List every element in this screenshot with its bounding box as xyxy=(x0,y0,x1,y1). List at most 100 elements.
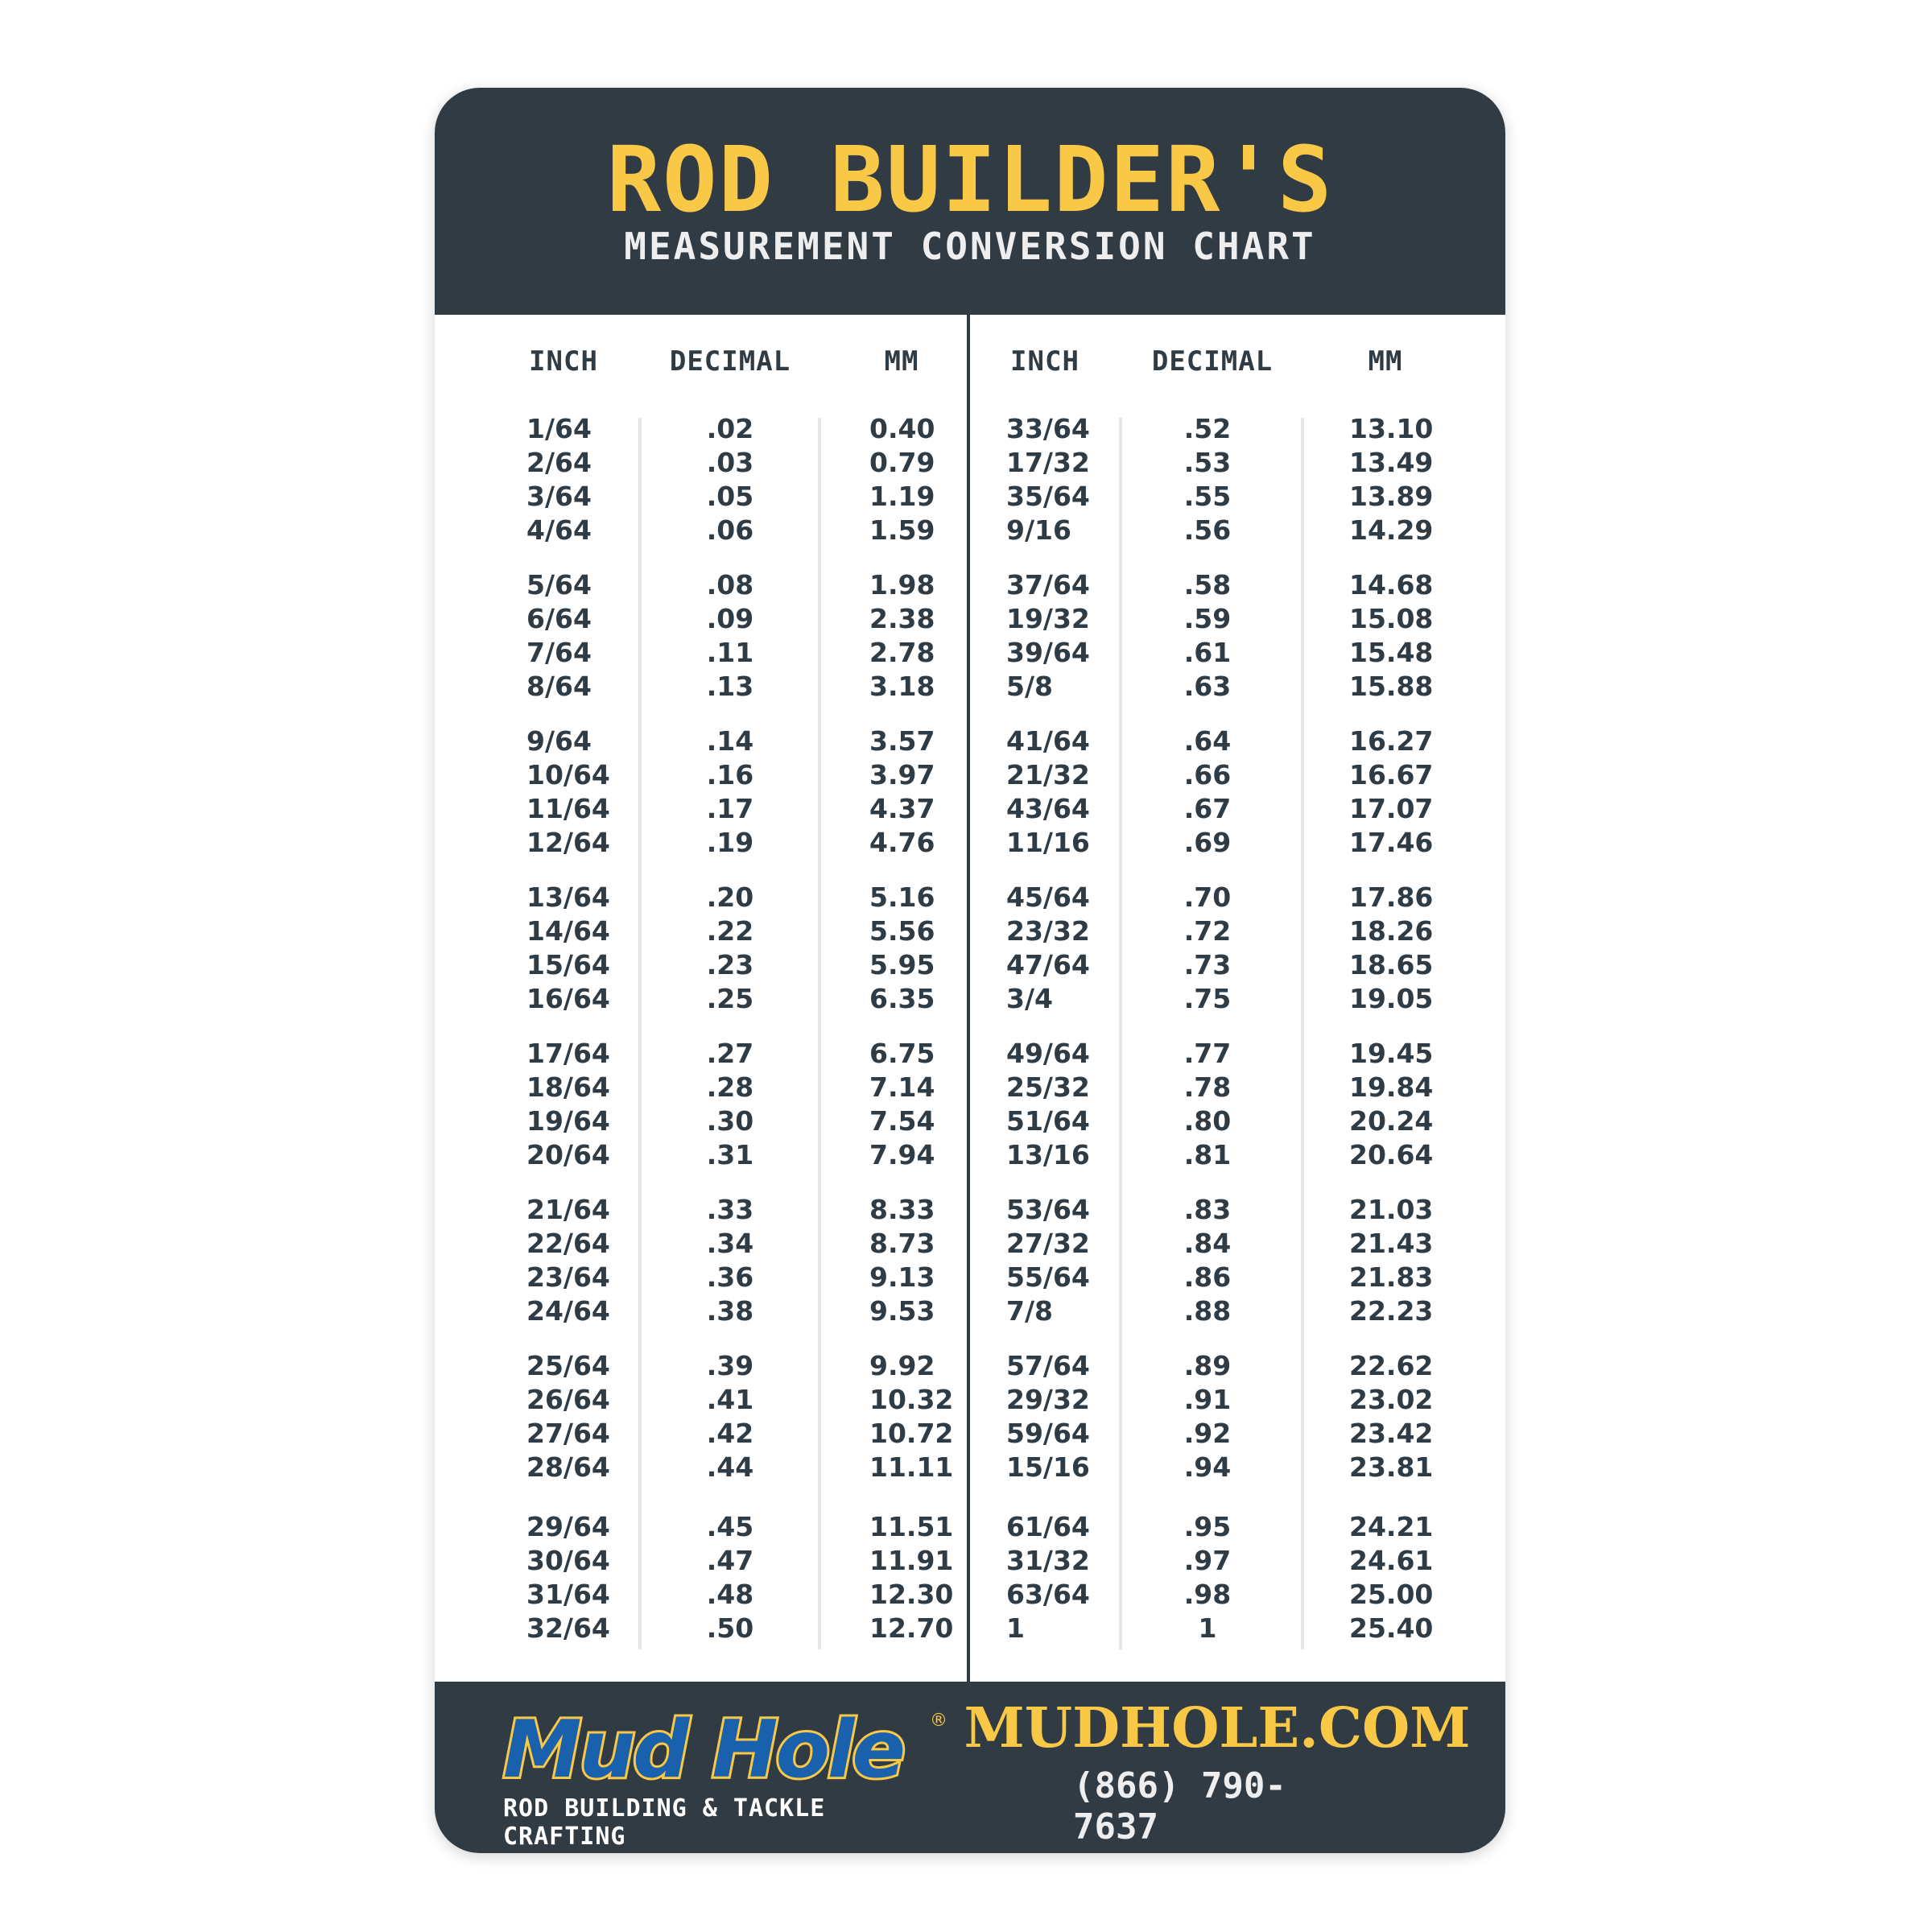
decimal-value: .27 xyxy=(706,1038,754,1069)
inch-value: 55/64 xyxy=(1006,1261,1090,1293)
mm-value: 5.16 xyxy=(869,881,935,913)
inch-value: 15/64 xyxy=(526,949,610,980)
mm-value: 5.56 xyxy=(869,915,935,947)
inch-value: 16/64 xyxy=(526,983,610,1014)
inch-value: 25/32 xyxy=(1006,1071,1090,1103)
inch-value: 13/64 xyxy=(526,881,610,913)
mm-value: 15.48 xyxy=(1349,637,1434,668)
inch-value: 3/4 xyxy=(1006,983,1053,1014)
decimal-value: .25 xyxy=(706,983,754,1014)
decimal-value: .70 xyxy=(1183,881,1232,913)
decimal-value: .55 xyxy=(1183,481,1232,512)
inch-value: 49/64 xyxy=(1006,1038,1090,1069)
mm-value: 0.79 xyxy=(869,447,935,478)
col-header-decimal: DECIMAL xyxy=(669,345,791,378)
mm-value: 7.14 xyxy=(869,1071,935,1103)
mm-value: 3.97 xyxy=(869,759,935,791)
inch-value: 26/64 xyxy=(526,1384,610,1415)
mm-value: 14.68 xyxy=(1349,569,1434,601)
decimal-value: .66 xyxy=(1183,759,1232,791)
decimal-value: .52 xyxy=(1183,413,1232,444)
decimal-value: .94 xyxy=(1183,1451,1232,1483)
decimal-value: .39 xyxy=(706,1350,754,1381)
column-divider xyxy=(1119,418,1122,1649)
decimal-value: .45 xyxy=(706,1511,754,1542)
mm-value: 0.40 xyxy=(869,413,935,444)
mm-value: 23.42 xyxy=(1349,1418,1434,1449)
decimal-value: .69 xyxy=(1183,827,1232,858)
decimal-value: .58 xyxy=(1183,569,1232,601)
inch-value: 57/64 xyxy=(1006,1350,1090,1381)
decimal-value: .88 xyxy=(1183,1295,1232,1327)
inch-value: 27/32 xyxy=(1006,1228,1090,1259)
col-header-inch: INCH xyxy=(1010,345,1080,378)
inch-value: 10/64 xyxy=(526,759,610,791)
inch-value: 28/64 xyxy=(526,1451,610,1483)
decimal-value: .06 xyxy=(706,514,754,546)
mm-value: 17.07 xyxy=(1349,793,1434,824)
mm-value: 3.18 xyxy=(869,671,935,702)
decimal-value: .50 xyxy=(706,1612,754,1644)
inch-value: 7/64 xyxy=(526,637,592,668)
mm-value: 15.08 xyxy=(1349,603,1434,634)
mm-value: 25.00 xyxy=(1349,1579,1434,1610)
mm-value: 17.86 xyxy=(1349,881,1434,913)
decimal-value: .80 xyxy=(1183,1105,1232,1137)
col-header-inch: INCH xyxy=(529,345,598,378)
mm-value: 8.33 xyxy=(869,1194,935,1225)
inch-value: 29/64 xyxy=(526,1511,610,1542)
inch-value: 6/64 xyxy=(526,603,592,634)
mm-value: 24.61 xyxy=(1349,1545,1434,1576)
decimal-value: .33 xyxy=(706,1194,754,1225)
decimal-value: .95 xyxy=(1183,1511,1232,1542)
mm-value: 14.29 xyxy=(1349,514,1434,546)
decimal-value: .41 xyxy=(706,1384,754,1415)
decimal-value: .22 xyxy=(706,915,754,947)
mm-value: 15.88 xyxy=(1349,671,1434,702)
decimal-value: .08 xyxy=(706,569,754,601)
decimal-value: .16 xyxy=(706,759,754,791)
inch-value: 12/64 xyxy=(526,827,610,858)
inch-value: 53/64 xyxy=(1006,1194,1090,1225)
inch-value: 35/64 xyxy=(1006,481,1090,512)
mm-value: 6.75 xyxy=(869,1038,935,1069)
inch-value: 11/64 xyxy=(526,793,610,824)
column-divider xyxy=(638,418,642,1649)
inch-value: 5/8 xyxy=(1006,671,1053,702)
decimal-value: .77 xyxy=(1183,1038,1232,1069)
mm-value: 19.05 xyxy=(1349,983,1434,1014)
inch-value: 27/64 xyxy=(526,1418,610,1449)
inch-value: 32/64 xyxy=(526,1612,610,1644)
decimal-value: .14 xyxy=(706,725,754,757)
mm-value: 19.84 xyxy=(1349,1071,1434,1103)
col-header-mm: MM xyxy=(884,345,919,378)
decimal-value: .36 xyxy=(706,1261,754,1293)
inch-value: 45/64 xyxy=(1006,881,1090,913)
mm-value: 1.98 xyxy=(869,569,935,601)
inch-value: 19/32 xyxy=(1006,603,1090,634)
decimal-value: .19 xyxy=(706,827,754,858)
mm-value: 16.27 xyxy=(1349,725,1434,757)
decimal-value: .13 xyxy=(706,671,754,702)
decimal-value: .20 xyxy=(706,881,754,913)
mm-value: 11.11 xyxy=(869,1451,954,1483)
inch-value: 37/64 xyxy=(1006,569,1090,601)
decimal-value: .81 xyxy=(1183,1139,1232,1170)
mm-value: 20.24 xyxy=(1349,1105,1434,1137)
decimal-value: .73 xyxy=(1183,949,1232,980)
inch-value: 31/64 xyxy=(526,1579,610,1610)
mm-value: 18.26 xyxy=(1349,915,1434,947)
mm-value: 13.10 xyxy=(1349,413,1434,444)
decimal-value: .67 xyxy=(1183,793,1232,824)
website-link[interactable]: MUDHOLE.COM xyxy=(964,1696,1471,1761)
mm-value: 23.02 xyxy=(1349,1384,1434,1415)
mm-value: 2.38 xyxy=(869,603,935,634)
page-subtitle: MEASUREMENT CONVERSION CHART xyxy=(624,225,1316,268)
mm-value: 2.78 xyxy=(869,637,935,668)
inch-value: 39/64 xyxy=(1006,637,1090,668)
decimal-value: .42 xyxy=(706,1418,754,1449)
inch-value: 59/64 xyxy=(1006,1418,1090,1449)
decimal-value: .28 xyxy=(706,1071,754,1103)
mm-value: 12.70 xyxy=(869,1612,954,1644)
inch-value: 29/32 xyxy=(1006,1384,1090,1415)
